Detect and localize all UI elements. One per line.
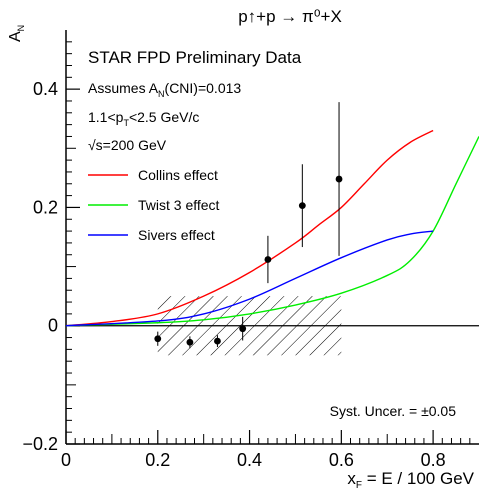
legend-label-2: Sivers effect (138, 227, 215, 243)
data-points (154, 102, 343, 349)
x-tick-label: 0.8 (421, 450, 446, 470)
y-tick-label: 0.4 (33, 79, 58, 99)
legend-label-1: Twist 3 effect (138, 197, 220, 213)
x-tick-label: 0.6 (329, 450, 354, 470)
data-point (298, 202, 306, 210)
data-point (264, 256, 272, 263)
header-text: STAR FPD Preliminary Data (88, 48, 302, 67)
data-point (214, 337, 221, 345)
y-tick-label: −0.2 (22, 434, 58, 454)
x-tick-label: 0.2 (145, 450, 170, 470)
x-tick-label: 0 (61, 450, 71, 470)
ann-energy: √s=200 GeV (88, 137, 167, 153)
chart-title: p↑+p → π⁰+X (238, 7, 342, 26)
data-point (154, 335, 162, 343)
y-tick-label: 0.2 (33, 197, 58, 217)
ann-pt: 1.1<pT<2.5 GeV/c (88, 109, 199, 128)
data-point (335, 175, 343, 183)
theory-curves (65, 129, 479, 327)
ann-cni: Assumes AN(CNI)=0.013 (88, 80, 241, 99)
series-line-2 (65, 230, 434, 327)
data-point (186, 338, 194, 346)
x-axis-label: xF = E / 100 GeV (347, 469, 474, 488)
data-point (239, 325, 247, 333)
x-tick-label: 0.4 (237, 450, 262, 470)
series-line-1 (65, 136, 479, 327)
y-axis-label: AN (7, 25, 26, 42)
chart-header: STAR FPD Preliminary Data (88, 48, 302, 67)
legend: Collins effect Twist 3 effect Sivers effec… (88, 167, 220, 243)
y-tick-label: 0 (48, 316, 58, 336)
legend-label-0: Collins effect (138, 167, 218, 183)
tick-labels: 0 0.2 0.4 0.6 0.8−0.200.20.4 (22, 79, 445, 470)
series-line-0 (65, 129, 434, 327)
axis-ticks (65, 41, 471, 445)
ann-syst: Syst. Uncer. = ±0.05 (330, 403, 457, 419)
